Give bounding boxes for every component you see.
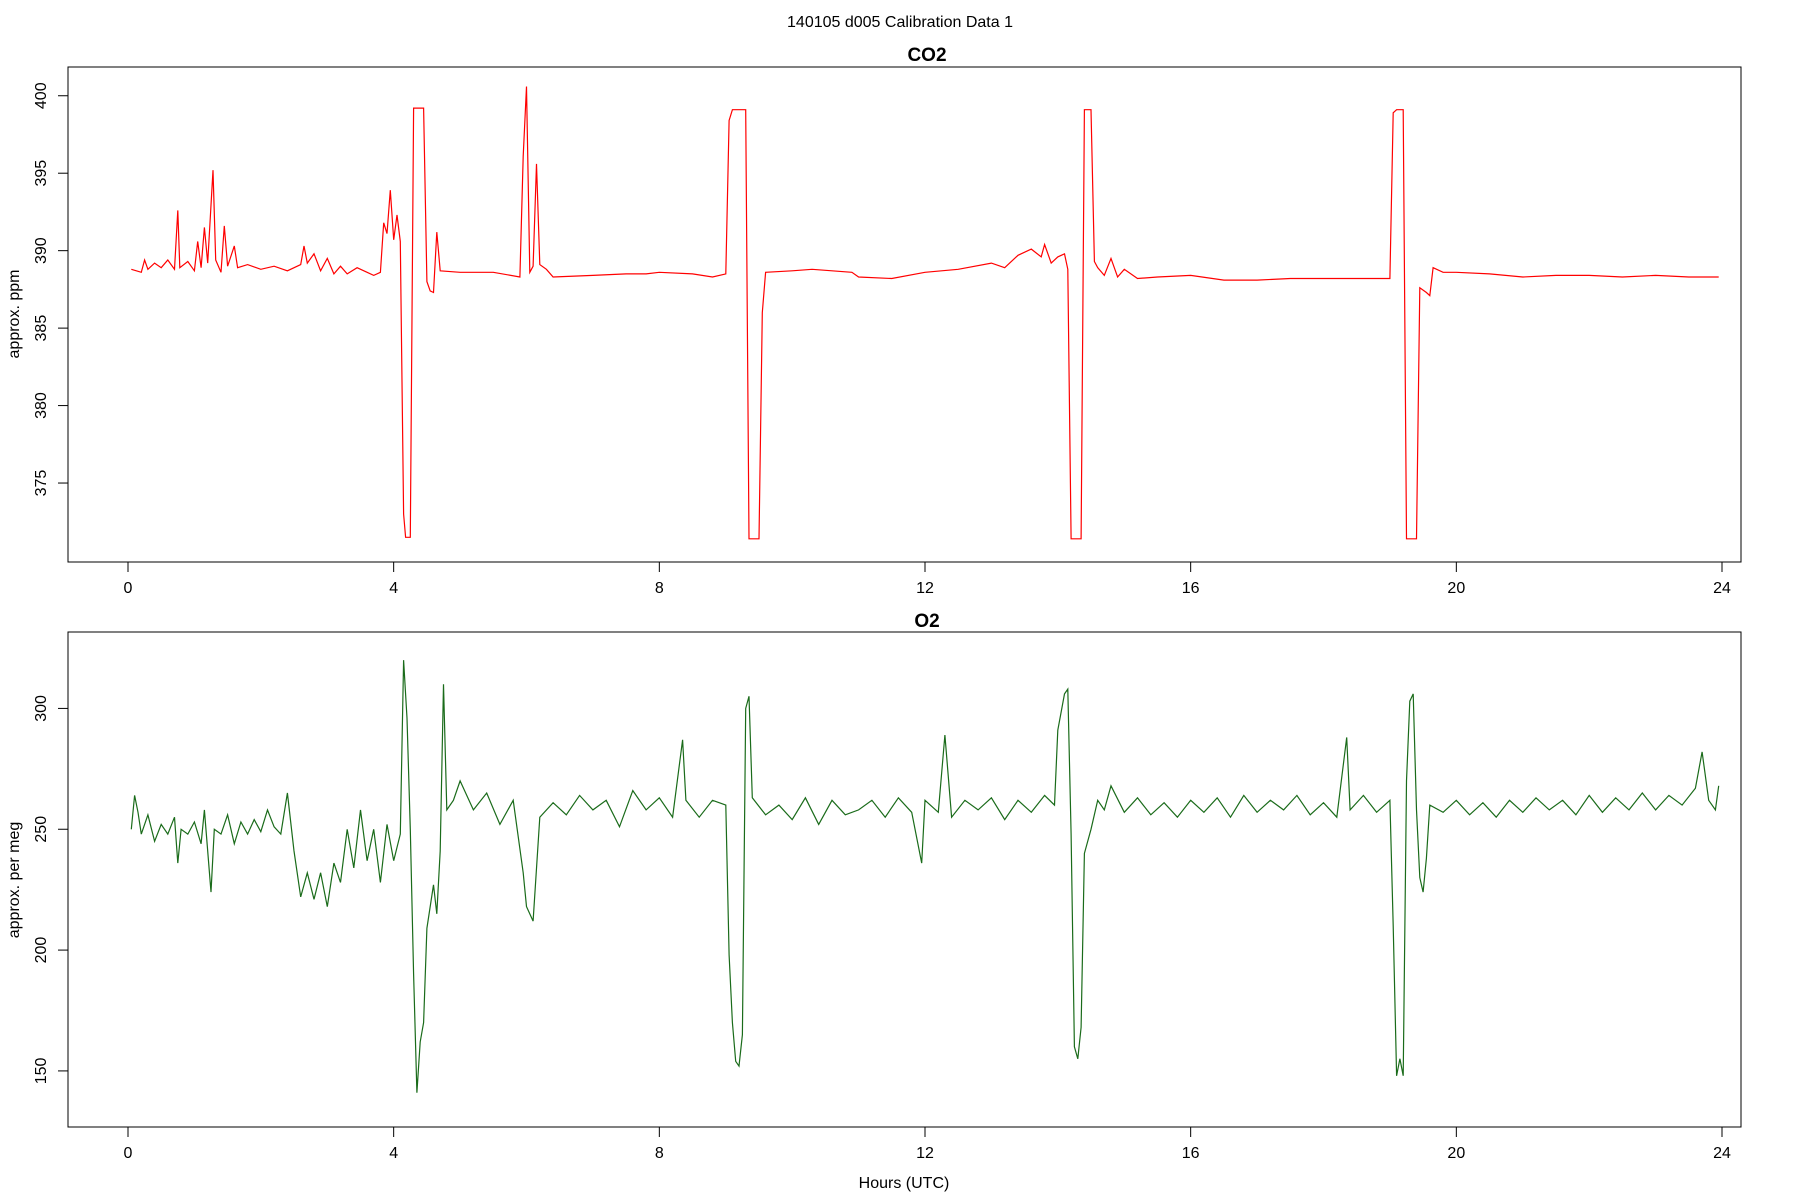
o2-x-tick-label: 0: [124, 1145, 133, 1162]
o2-x-tick-label: 4: [389, 1145, 398, 1162]
o2-x-tick-label: 8: [655, 1145, 664, 1162]
co2-y-tick-label: 380: [33, 392, 50, 419]
co2-y-tick-label: 375: [33, 470, 50, 497]
o2-y-axis: 150 200 250 300: [33, 695, 69, 1084]
o2-x-tick-label: 12: [916, 1145, 934, 1162]
co2-y-tick-label: 385: [33, 315, 50, 342]
o2-x-axis: 0 4 8 12 16 20 24: [124, 1126, 1731, 1162]
co2-x-tick-label: 12: [916, 580, 934, 597]
co2-y-axis: 375 380 385 390 395 400: [33, 82, 69, 497]
o2-y-tick-label: 200: [33, 937, 50, 964]
o2-x-axis-label: Hours (UTC): [859, 1175, 950, 1192]
o2-x-tick-label: 16: [1182, 1145, 1200, 1162]
figure-suptitle: 140105 d005 Calibration Data 1: [787, 14, 1013, 31]
o2-x-tick-label: 20: [1447, 1145, 1465, 1162]
co2-x-tick-label: 16: [1182, 580, 1200, 597]
co2-x-tick-label: 24: [1713, 580, 1731, 597]
co2-y-axis-label: approx. ppm: [6, 270, 23, 359]
co2-x-tick-label: 4: [389, 580, 398, 597]
co2-series-line: [131, 86, 1719, 540]
co2-plot-frame: [67, 66, 1742, 563]
co2-y-tick-label: 400: [33, 82, 50, 109]
co2-y-tick-label: 395: [33, 160, 50, 187]
o2-y-axis-label: approx. per meg: [6, 822, 23, 939]
o2-series-line: [130, 660, 1720, 1093]
o2-y-tick-label: 150: [33, 1057, 50, 1084]
co2-title: CO2: [907, 45, 946, 66]
o2-x-tick-label: 24: [1713, 1145, 1731, 1162]
co2-x-tick-label: 8: [655, 580, 664, 597]
co2-panel: CO2 0 4 8 12 16 20 24 375 380 385 390 395 400 appro…: [6, 45, 1742, 597]
o2-y-tick-label: 250: [33, 816, 50, 843]
o2-panel: O2 0 4 8 12 16 20 24 150 200 250 300 approx. per …: [6, 611, 1742, 1192]
co2-y-tick-label: 390: [33, 237, 50, 264]
o2-title: O2: [914, 611, 939, 632]
co2-x-tick-label: 20: [1447, 580, 1465, 597]
o2-y-tick-label: 300: [33, 695, 50, 722]
co2-x-tick-label: 0: [124, 580, 133, 597]
co2-x-axis: 0 4 8 12 16 20 24: [124, 561, 1731, 597]
